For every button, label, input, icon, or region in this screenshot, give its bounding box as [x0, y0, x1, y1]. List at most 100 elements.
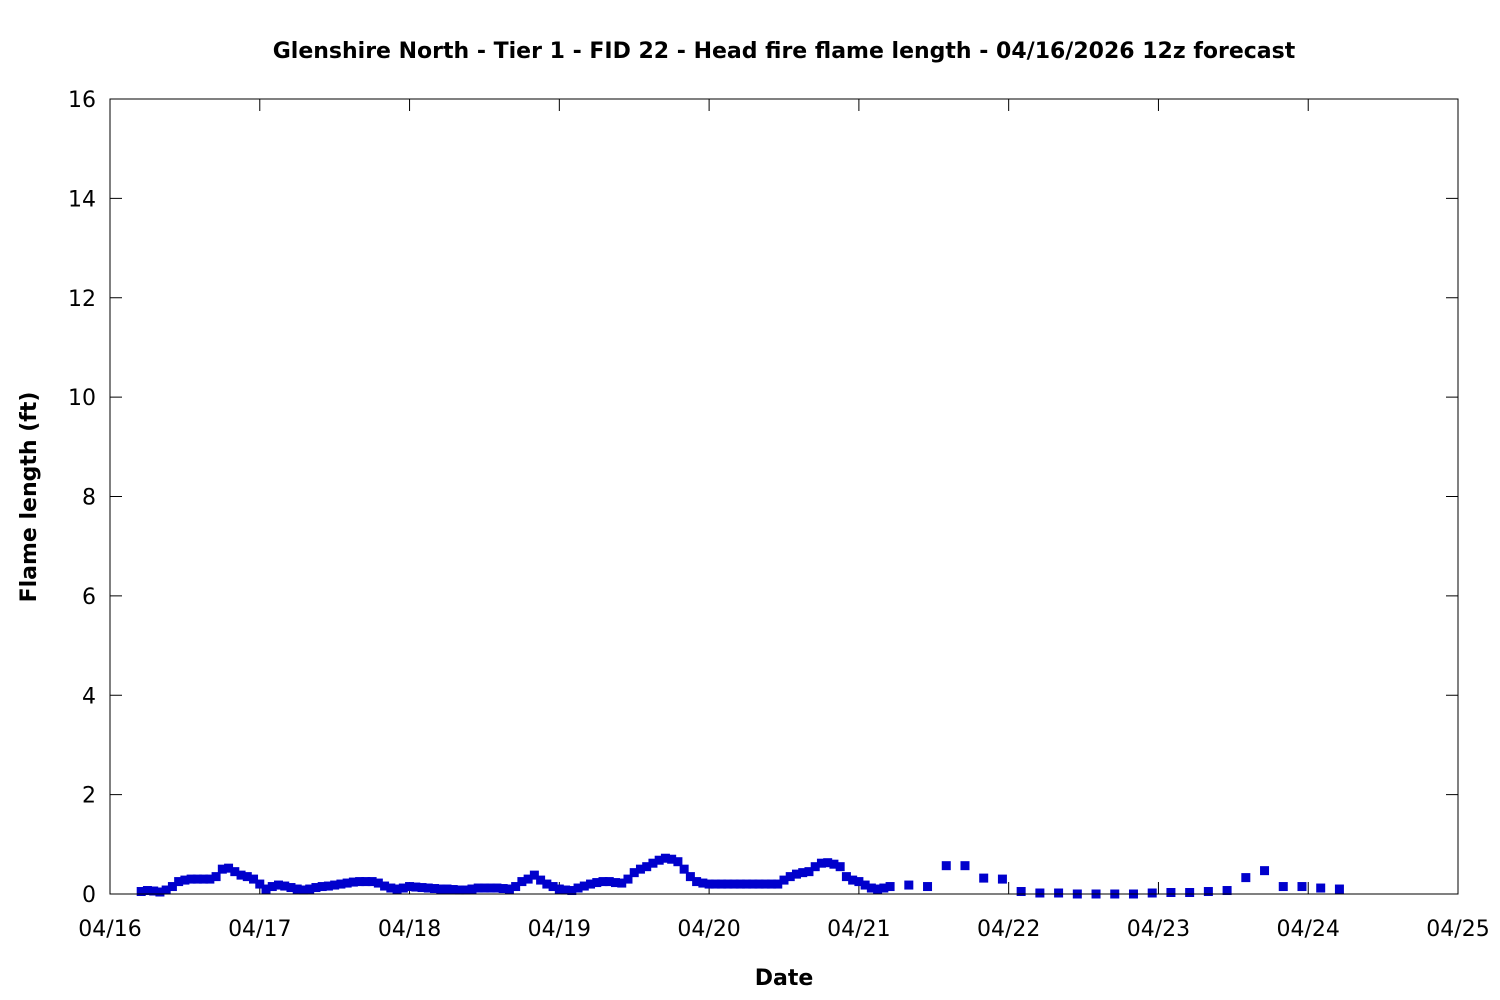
- data-point: [554, 884, 564, 894]
- data-point: [698, 878, 708, 888]
- x-tick-label: 04/24: [1277, 917, 1340, 942]
- chart-title: Glenshire North - Tier 1 - FID 22 - Head…: [273, 39, 1296, 64]
- data-point: [436, 884, 446, 894]
- data-point: [1334, 884, 1344, 894]
- data-point: [567, 886, 577, 896]
- data-point: [1241, 873, 1251, 883]
- data-point: [823, 858, 833, 868]
- data-point: [854, 877, 864, 887]
- data-point: [298, 885, 308, 895]
- data-point: [791, 869, 801, 879]
- data-point: [866, 883, 876, 893]
- data-point: [199, 874, 209, 884]
- axis-ticks: 04/16 04/17 04/18 04/19 04/20 04/21 04/22 04/23…: [68, 88, 1490, 942]
- x-tick-label: 04/16: [78, 917, 141, 942]
- data-point: [1185, 888, 1195, 898]
- data-point: [392, 884, 402, 894]
- data-point: [448, 885, 458, 895]
- data-point: [592, 878, 602, 888]
- data-point: [754, 879, 764, 889]
- data-point: [798, 868, 808, 878]
- x-tick-label: 04/20: [677, 917, 740, 942]
- data-point: [748, 879, 758, 889]
- data-point: [380, 881, 390, 891]
- data-point: [467, 884, 477, 894]
- data-point: [405, 882, 415, 892]
- data-point: [960, 861, 970, 871]
- data-point: [648, 858, 658, 868]
- data-point: [155, 887, 165, 897]
- y-tick-label: 4: [82, 684, 96, 709]
- data-point: [635, 864, 645, 874]
- data-point: [848, 875, 858, 885]
- data-point: [255, 879, 265, 889]
- data-point: [829, 859, 839, 869]
- data-point: [149, 886, 159, 896]
- data-point: [1016, 887, 1026, 897]
- data-point: [804, 867, 814, 877]
- data-point: [704, 879, 714, 889]
- data-point: [841, 872, 851, 882]
- data-point: [598, 877, 608, 887]
- data-point: [317, 882, 327, 892]
- data-point: [486, 883, 496, 893]
- data-point: [323, 881, 333, 891]
- data-point: [785, 872, 795, 882]
- data-point: [779, 875, 789, 885]
- data-point: [860, 880, 870, 890]
- x-axis-label: Date: [755, 966, 814, 991]
- data-point: [274, 880, 283, 890]
- data-point: [355, 877, 365, 887]
- data-point: [997, 874, 1007, 884]
- data-point: [579, 881, 589, 891]
- data-point: [660, 853, 670, 863]
- data-point: [723, 879, 733, 889]
- data-point: [542, 879, 552, 889]
- x-tick-label: 04/21: [827, 917, 890, 942]
- data-point: [192, 874, 202, 884]
- x-tick-label: 04/23: [1127, 917, 1190, 942]
- data-point: [979, 873, 989, 883]
- data-point: [504, 884, 514, 894]
- data-point: [1222, 886, 1232, 896]
- data-point: [417, 883, 427, 893]
- data-point: [873, 884, 883, 894]
- data-point: [667, 854, 677, 864]
- data-point: [816, 858, 826, 868]
- data-point: [548, 882, 558, 892]
- y-tick-label: 2: [82, 784, 96, 809]
- data-point: [679, 864, 689, 874]
- data-point: [511, 882, 521, 892]
- data-point: [617, 878, 627, 888]
- data-point: [611, 878, 620, 888]
- data-point: [336, 879, 346, 889]
- data-point: [292, 884, 302, 894]
- data-point: [536, 875, 546, 885]
- y-tick-label: 16: [68, 88, 96, 113]
- data-point: [330, 880, 340, 890]
- x-tick-label: 04/19: [528, 917, 591, 942]
- data-point: [1316, 883, 1326, 893]
- x-tick-label: 04/17: [228, 917, 291, 942]
- data-point: [642, 862, 652, 872]
- data-point: [742, 879, 752, 889]
- data-point: [879, 883, 889, 893]
- data-point: [729, 879, 739, 889]
- data-point: [1054, 888, 1064, 898]
- data-point: [249, 874, 259, 884]
- data-point: [342, 878, 352, 888]
- data-point: [242, 872, 252, 882]
- data-point: [473, 883, 483, 893]
- data-point: [654, 855, 664, 865]
- y-tick-label: 6: [82, 585, 96, 610]
- data-point: [267, 882, 277, 892]
- data-point: [623, 874, 633, 884]
- y-axis-label: Flame length (ft): [17, 392, 42, 603]
- data-point: [1203, 887, 1213, 897]
- data-point: [174, 877, 184, 887]
- data-point: [586, 879, 596, 889]
- data-point: [142, 886, 152, 896]
- data-point: [236, 870, 246, 880]
- data-point: [280, 881, 290, 891]
